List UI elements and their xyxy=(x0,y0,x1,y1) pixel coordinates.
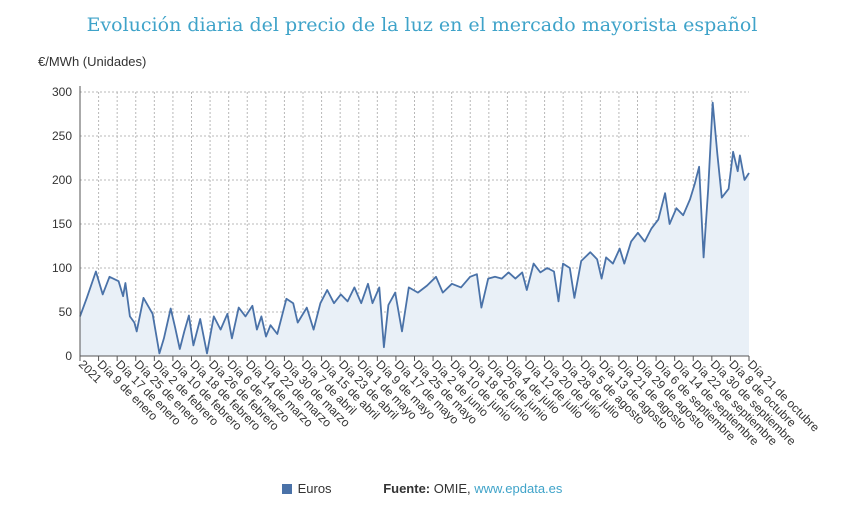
series-area-euros xyxy=(80,102,749,356)
chart-footer: Euros Fuente: OMIE, www.epdata.es xyxy=(0,481,844,496)
y-axis-unit-label: €/MWh (Unidades) xyxy=(38,54,147,69)
area-layer xyxy=(79,101,750,356)
y-tick-label: 100 xyxy=(52,261,72,275)
source-label: Fuente: xyxy=(383,481,431,496)
y-tick-label: 300 xyxy=(52,85,72,99)
source-link[interactable]: www.epdata.es xyxy=(474,481,563,496)
source-text: OMIE, xyxy=(433,481,471,496)
legend-swatch-icon xyxy=(281,484,292,494)
y-tick-label: 200 xyxy=(52,173,72,187)
chart-title: Evolución diaria del precio de la luz en… xyxy=(86,14,758,36)
legend-entry: Euros xyxy=(281,481,336,496)
series-line-euros xyxy=(79,101,750,355)
y-tick-label: 250 xyxy=(52,129,72,143)
legend-label: Euros xyxy=(297,481,332,496)
y-tick-label: 0 xyxy=(65,349,72,363)
axes xyxy=(79,86,750,361)
y-tick-label: 150 xyxy=(52,217,72,231)
y-tick-label: 50 xyxy=(59,305,73,319)
